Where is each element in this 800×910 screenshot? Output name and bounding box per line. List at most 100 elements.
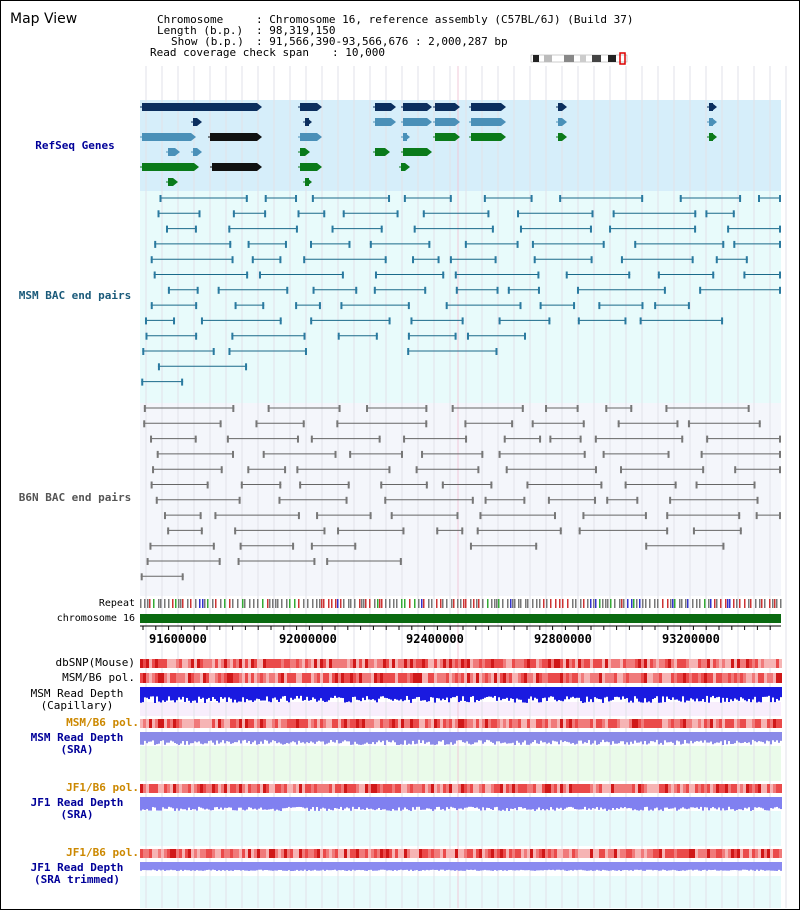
msm-read-depth-capillary-label[interactable]: MSM Read Depth (Capillary) [15,688,139,712]
depth-bar [614,687,616,697]
msm-bac-pair-end [194,225,197,233]
depth-bar [614,732,616,744]
repeat-element [696,599,698,608]
b6n-bac-pair-end [692,527,695,535]
depth-bar [398,797,400,808]
depth-bar [334,732,336,743]
heat-cell [548,784,551,793]
depth-bar [558,862,560,870]
heat-cell [659,784,662,793]
heat-cell [605,659,608,668]
repeat-element [404,599,406,608]
b6n-bac-pair-end [425,420,428,428]
depth-bar [650,732,652,742]
depth-bar [256,797,258,810]
depth-bar [564,687,566,700]
depth-bar [556,797,558,808]
depth-bar [164,862,166,871]
depth-bar [398,687,400,701]
depth-bar [472,862,474,871]
depth-bar [668,862,670,871]
heat-cell [191,673,194,683]
jf1-read-depth-sra-label[interactable]: JF1 Read Depth (SRA) [15,797,139,821]
jf1-read-depth-trimmed-label[interactable]: JF1 Read Depth (SRA trimmed) [15,862,139,886]
heat-cell [398,673,401,683]
depth-bar [666,797,668,808]
depth-bar [684,797,686,809]
b6n-bac-pair-end [349,450,352,458]
depth-bar [736,687,738,700]
msm-b6-pol-label[interactable]: MSM/B6 pol. [62,671,135,684]
msm-bac-pair-end [519,302,522,310]
heat-cell [461,849,464,858]
repeat-element [160,599,162,608]
refseq-track-bg [140,100,781,191]
depth-bar [638,687,640,702]
depth-bar [232,797,234,811]
depth-bar [754,797,756,808]
heat-cell [413,784,416,793]
depth-bar [154,862,156,871]
depth-bar [548,732,550,743]
refseq-genes-label[interactable]: RefSeq Genes [35,139,115,152]
heat-cell [734,719,737,728]
msm-bac-pair-end [496,286,499,294]
gene-strand [405,133,410,141]
msm-bac-end-pairs-label[interactable]: MSM BAC end pairs [18,289,132,302]
b6n-bac-end-pairs-label[interactable]: B6N BAC end pairs [18,491,132,504]
gene-exon [142,163,194,171]
heat-cell [218,849,221,858]
heat-cell [143,849,146,858]
heat-cell [596,849,599,858]
depth-bar [692,862,694,871]
msm-bac-pair-end [340,302,343,310]
depth-bar [348,732,350,742]
depth-bar [692,797,694,808]
heat-cell [371,673,374,683]
depth-bar [554,797,556,811]
jf1-b6-pol-trimmed-label[interactable]: JF1/B6 pol. [66,846,139,859]
depth-bar [194,862,196,871]
depth-bar [532,687,534,701]
ruler-tick-label: 92000000 [279,632,337,646]
heat-cell [632,849,635,858]
heat-cell [140,719,143,728]
depth-bar [202,732,204,745]
depth-bar [232,862,234,871]
heat-cell [314,719,317,728]
msm-read-depth-sra-label[interactable]: MSM Read Depth (SRA) [15,732,139,756]
depth-bar [616,732,618,744]
heat-cell [728,659,731,668]
depth-bar [364,732,366,744]
depth-bar [192,797,194,810]
heat-cell [536,849,539,858]
heat-cell [212,719,215,728]
msm-b6-pol-sra-label[interactable]: MSM/B6 pol. [66,716,139,729]
depth-bar [726,732,728,745]
depth-bar [702,797,704,811]
repeat-element [764,599,766,608]
depth-bar [566,862,568,871]
depth-bar [340,797,342,807]
depth-bar [412,687,414,699]
heat-cell [686,673,689,683]
depth-bar [528,797,530,810]
heat-cell [350,659,353,668]
depth-bar [422,797,424,810]
chromosome-ideogram[interactable] [530,52,630,66]
jf1-b6-pol-label[interactable]: JF1/B6 pol. [66,781,139,794]
heat-cell [551,849,554,858]
dbsnp-label[interactable]: dbSNP(Mouse) [55,656,135,669]
depth-bar [720,862,722,871]
heat-cell [242,719,245,728]
heat-cell [539,849,542,858]
depth-bar [262,732,264,744]
heat-cell [617,784,620,793]
repeat-element [725,599,727,608]
repeat-element [396,599,398,608]
depth-bar [544,797,546,811]
heat-cell [296,719,299,728]
repeat-element [147,599,149,608]
heat-cell [257,659,260,668]
